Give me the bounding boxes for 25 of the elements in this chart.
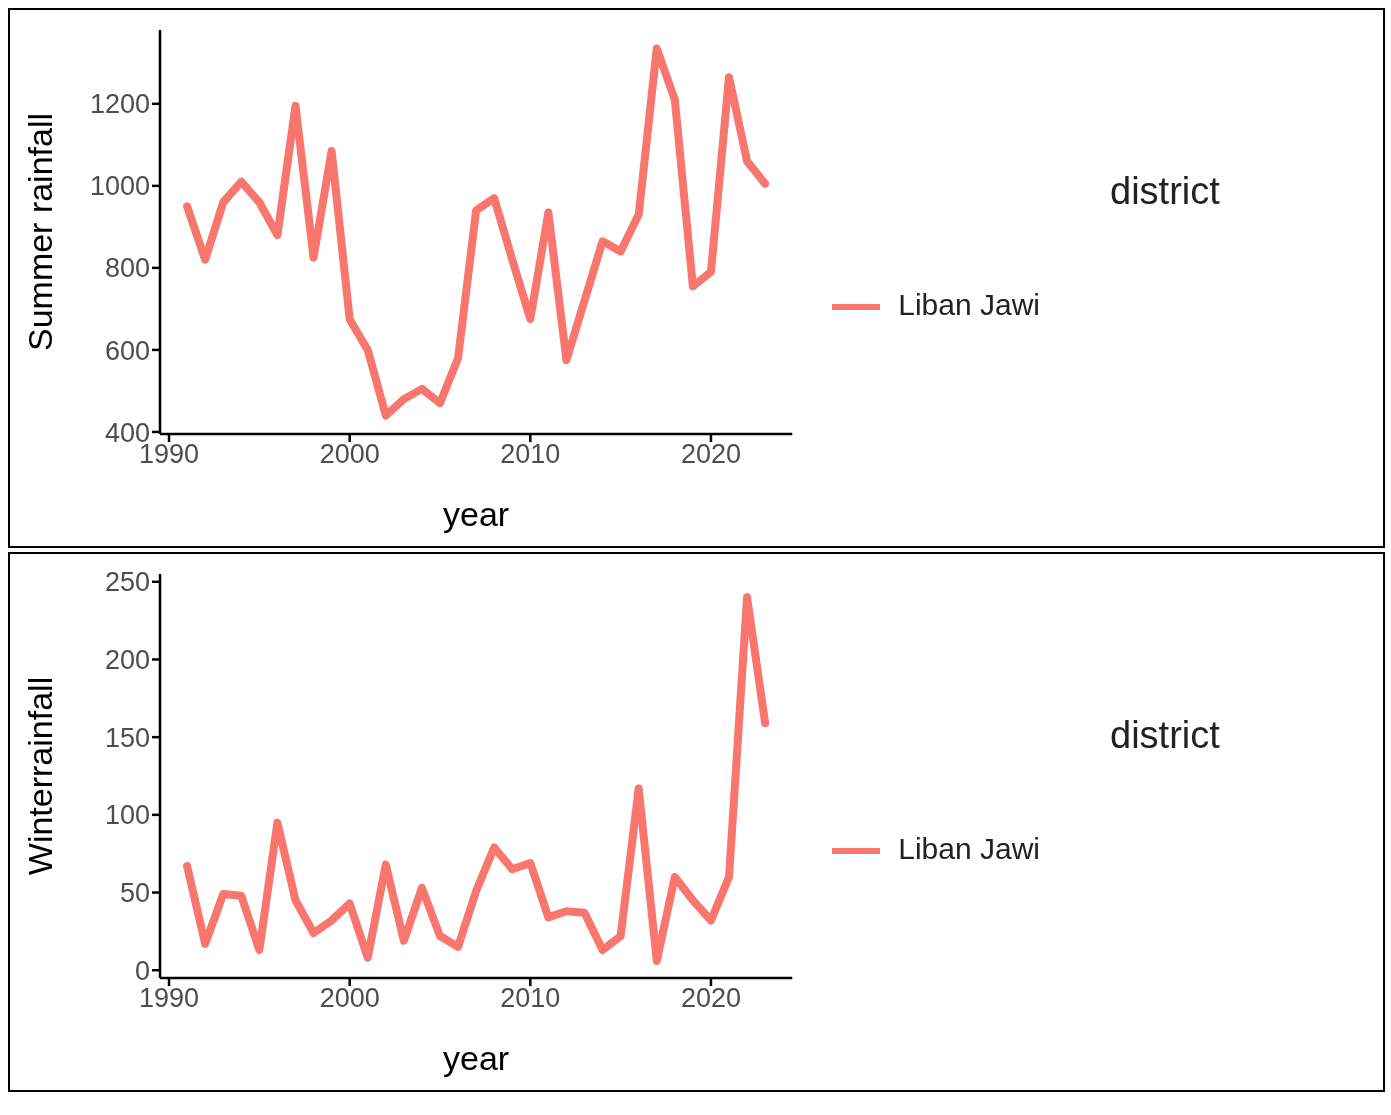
legend-title: district: [1110, 170, 1220, 213]
x-tick-label: 2000: [319, 983, 380, 1014]
x-axis-title: year: [443, 495, 510, 533]
y-tick-label: 600: [104, 335, 150, 366]
y-tick-label: 1000: [89, 171, 150, 202]
y-tick-label: 50: [119, 878, 150, 909]
legend-label: Liban Jawi: [898, 287, 1040, 321]
x-tick-label: 1990: [138, 983, 200, 1014]
y-axis-title: Summer rainfall: [21, 112, 60, 352]
y-axis-title: Winterrainfall: [21, 676, 60, 876]
x-tick-label: 2000: [319, 439, 380, 470]
y-tick-label: 0: [134, 955, 150, 986]
y-tick-label: 200: [104, 645, 150, 676]
x-tick-label: 2020: [680, 983, 741, 1014]
y-tick-label: 150: [104, 722, 150, 753]
legend-label: Liban Jawi: [898, 831, 1040, 865]
x-tick-label: 2020: [680, 439, 741, 470]
legend-title: district: [1110, 714, 1220, 757]
x-tick-label: 2010: [500, 439, 561, 470]
y-tick-label: 100: [104, 800, 150, 831]
y-tick-label: 250: [104, 567, 150, 598]
y-tick-label: 1200: [89, 89, 150, 120]
y-tick-label: 800: [104, 253, 150, 284]
x-axis-title: year: [443, 1039, 510, 1077]
x-tick-label: 2010: [500, 983, 561, 1014]
